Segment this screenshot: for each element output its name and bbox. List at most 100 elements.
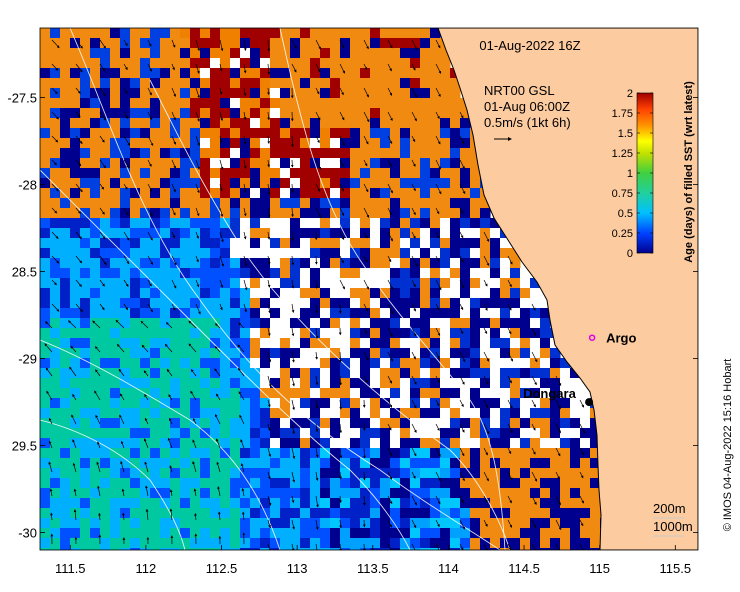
current-arrow: [72, 439, 77, 449]
current-arrow: [75, 303, 83, 313]
current-arrow: [46, 390, 53, 401]
current-arrow: [435, 519, 440, 528]
current-arrow: [435, 447, 441, 457]
current-arrow: [435, 423, 440, 432]
current-arrow: [435, 255, 440, 263]
current-arrow: [291, 255, 295, 266]
current-arrow: [363, 207, 370, 218]
current-arrow: [145, 485, 149, 497]
current-arrow: [483, 447, 488, 456]
current-arrow: [217, 511, 221, 521]
current-arrow: [171, 183, 176, 193]
current-arrow: [118, 368, 125, 377]
current-source-label: NRT00 GSL: [484, 83, 555, 98]
current-arrow: [339, 519, 343, 529]
plot-area: [40, 28, 698, 550]
current-arrow: [387, 135, 393, 145]
current-arrow: [267, 519, 271, 529]
current-arrow: [215, 438, 221, 449]
current-arrow: [192, 439, 197, 449]
x-axis: 111.5 112 112.5 113 113.5 114 114.5 115 115.5: [55, 545, 691, 576]
current-arrow: [291, 63, 297, 73]
x-tick-label: 114.5: [508, 561, 540, 576]
current-arrow: [123, 231, 130, 241]
current-arrow: [238, 322, 245, 329]
current-arrow: [291, 375, 295, 387]
current-arrow: [123, 63, 128, 71]
current-arrow: [121, 488, 125, 497]
current-arrow: [387, 159, 392, 167]
current-arrow: [387, 255, 392, 263]
current-arrow: [123, 39, 128, 47]
current-arrow: [339, 63, 345, 74]
current-arrow: [95, 369, 101, 377]
current-arrow: [171, 39, 176, 48]
current-arrow: [411, 231, 416, 239]
current-arrow: [98, 512, 101, 521]
argo-label: Argo: [606, 331, 636, 346]
current-arrow: [239, 414, 245, 425]
current-arrow: [267, 87, 270, 96]
current-arrow: [363, 159, 368, 167]
current-arrow: [315, 495, 319, 508]
current-arrow: [120, 460, 125, 473]
current-arrow: [435, 111, 440, 120]
current-arrow: [435, 183, 442, 195]
current-arrow: [97, 441, 101, 449]
current-arrow: [339, 135, 346, 146]
current-arrow: [267, 255, 271, 265]
current-arrow: [69, 366, 77, 377]
current-arrow: [291, 519, 295, 530]
current-arrow: [435, 495, 441, 505]
current-arrow: [71, 414, 77, 425]
current-arrow: [579, 543, 584, 550]
current-arrow: [387, 351, 393, 362]
current-arrow: [115, 319, 125, 329]
current-arrow: [195, 255, 199, 263]
colorbar-tick-label: 1.25: [612, 148, 633, 160]
current-arrow: [51, 207, 58, 214]
current-arrow: [315, 471, 319, 481]
plot-frame: [39, 27, 699, 551]
current-arrow: [315, 63, 321, 73]
current-arrow: [267, 183, 271, 196]
current-arrow: [459, 375, 465, 385]
current-arrow: [219, 207, 224, 218]
current-arrow: [267, 279, 271, 288]
y-tick-label: -27.5: [7, 91, 37, 106]
current-arrow: [411, 279, 416, 288]
x-tick-label: 113: [287, 561, 308, 576]
current-arrow: [291, 327, 295, 337]
current-arrow: [51, 159, 57, 166]
current-arrow: [243, 39, 247, 51]
current-arrow: [144, 417, 149, 425]
current-arrow: [120, 440, 125, 449]
current-arrow: [411, 39, 418, 51]
current-arrow: [435, 39, 441, 49]
current-arrow: [140, 320, 149, 329]
current-arrow: [363, 87, 369, 98]
current-arrow: [48, 417, 53, 425]
current-arrow: [193, 417, 197, 425]
current-arrow: [483, 327, 488, 335]
current-arrow: [75, 279, 82, 288]
current-arrow: [459, 495, 464, 504]
current-arrow: [219, 63, 223, 72]
current-arrow: [240, 463, 245, 473]
current-arrow: [267, 207, 271, 218]
current-arrow: [123, 279, 129, 287]
current-arrow: [215, 413, 221, 425]
current-arrow: [51, 135, 59, 143]
current-arrow: [387, 207, 392, 216]
current-arrow: [315, 303, 319, 314]
current-arrow: [171, 159, 176, 169]
current-arrow: [555, 543, 561, 550]
current-arrow: [267, 111, 271, 121]
current-arrow: [243, 135, 247, 145]
current-arrow: [240, 439, 245, 449]
current-arrow: [291, 183, 294, 193]
current-arrow: [459, 231, 464, 239]
current-arrow: [267, 39, 271, 52]
current-arrow: [507, 495, 512, 504]
